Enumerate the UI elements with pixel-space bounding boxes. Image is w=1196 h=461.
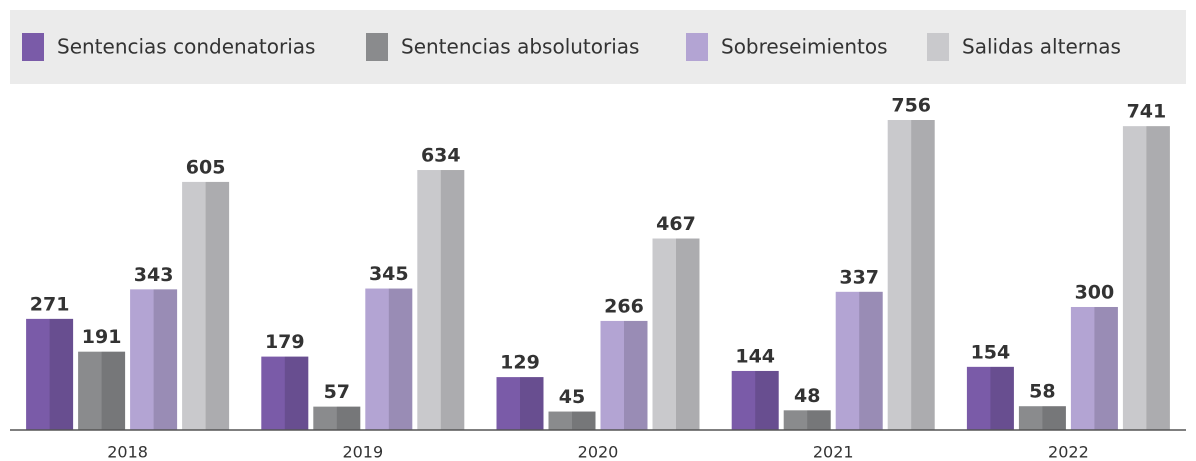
bar-shade: [624, 320, 648, 430]
bar-shade: [336, 406, 361, 430]
bar: [783, 410, 831, 430]
x-tick-label: 2021: [813, 443, 854, 461]
data-label: 337: [839, 266, 879, 288]
bar: [365, 288, 413, 430]
legend-label: Salidas alternas: [962, 35, 1121, 59]
bar: [313, 406, 361, 430]
x-tick-label: 2022: [1048, 443, 1089, 461]
bar: [731, 370, 779, 430]
bar: [78, 351, 126, 430]
bar: [26, 318, 74, 430]
legend-background: [10, 10, 1186, 84]
legend-swatch: [686, 33, 708, 61]
bar-shade: [153, 289, 178, 430]
bar: [261, 356, 309, 430]
data-label: 343: [134, 264, 174, 286]
bar: [182, 181, 230, 430]
bar-shade: [572, 411, 596, 430]
bar-shade: [388, 288, 413, 430]
bar: [1018, 406, 1066, 430]
bar-shade: [205, 181, 230, 430]
bar-shade: [1094, 306, 1118, 430]
data-label: 634: [421, 145, 461, 167]
bar: [1070, 306, 1118, 430]
bar-shade: [755, 370, 779, 430]
data-label: 154: [971, 341, 1011, 363]
legend-swatch: [22, 33, 44, 61]
data-label: 191: [82, 326, 122, 348]
bar: [887, 120, 935, 430]
bar: [417, 170, 465, 430]
bar: [1122, 126, 1170, 431]
bar-shade: [284, 356, 309, 430]
data-label: 129: [500, 352, 540, 374]
data-label: 345: [369, 263, 409, 285]
bar-shade: [911, 120, 935, 430]
data-label: 179: [265, 331, 305, 353]
data-label: 756: [891, 95, 931, 117]
data-label: 144: [735, 345, 775, 367]
legend-swatch: [366, 33, 388, 61]
bar-shade: [990, 366, 1014, 430]
bar-shade: [440, 170, 465, 430]
data-label: 467: [656, 213, 696, 235]
data-label: 48: [794, 385, 820, 407]
bar: [600, 320, 648, 430]
bar-shade: [676, 238, 700, 430]
bar-shade: [49, 318, 74, 430]
data-label: 57: [324, 381, 350, 403]
legend-label: Sentencias absolutorias: [401, 35, 639, 59]
bar: [966, 366, 1014, 430]
data-label: 58: [1029, 381, 1055, 403]
bar: [130, 289, 178, 430]
bar-shade: [859, 291, 883, 430]
bar: [652, 238, 700, 430]
legend-label: Sentencias condenatorias: [57, 35, 315, 59]
legend-label: Sobreseimientos: [721, 35, 888, 59]
bar-shade: [1042, 406, 1066, 430]
data-label: 605: [186, 156, 226, 178]
bar-shade: [101, 351, 126, 430]
data-label: 266: [604, 295, 644, 317]
x-tick-label: 2019: [342, 443, 383, 461]
bar: [548, 411, 596, 430]
bar-shade: [807, 410, 831, 430]
x-tick-label: 2018: [107, 443, 148, 461]
bar-shade: [520, 377, 544, 430]
data-label: 271: [30, 293, 70, 315]
data-label: 300: [1075, 281, 1115, 303]
bar: [496, 377, 544, 430]
x-tick-label: 2020: [578, 443, 619, 461]
legend-swatch: [927, 33, 949, 61]
bar: [835, 291, 883, 430]
data-label: 45: [559, 386, 585, 408]
data-label: 741: [1127, 101, 1167, 123]
bar-shade: [1146, 126, 1170, 431]
